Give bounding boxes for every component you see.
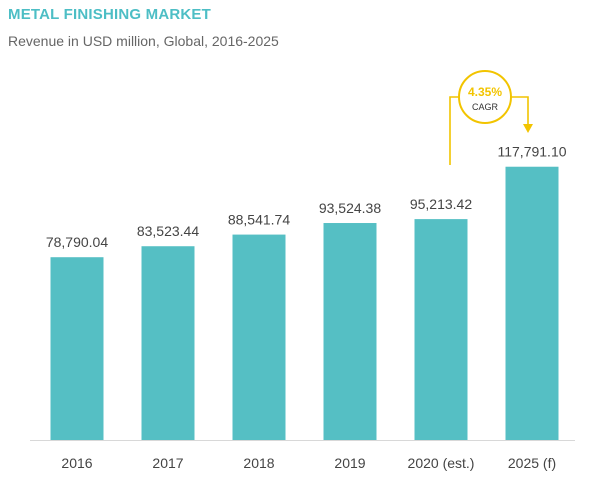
- cagr-label: CAGR: [472, 102, 499, 112]
- x-tick-labels-group: 2016 2017 2018 2019 2020 (est.) 2025 (f): [61, 455, 556, 471]
- bar-6: [505, 166, 559, 440]
- value-label-6: 117,791.10: [497, 144, 566, 160]
- bars-group: [50, 166, 559, 440]
- x-tick-label-2: 2017: [152, 455, 183, 471]
- bar-5: [414, 219, 468, 440]
- value-label-1: 78,790.04: [46, 234, 108, 250]
- cagr-annotation: 4.35% CAGR: [449, 70, 533, 165]
- chart-subtitle: Revenue in USD million, Global, 2016-202…: [8, 33, 279, 49]
- value-label-3: 88,541.74: [228, 212, 290, 228]
- cagr-connector-left: [449, 96, 459, 165]
- bar-1: [50, 257, 104, 440]
- cagr-connector-right: [511, 96, 529, 126]
- value-label-4: 93,524.38: [319, 200, 381, 216]
- value-labels-group: 78,790.04 83,523.44 88,541.74 93,524.38 95,2…: [46, 144, 567, 250]
- x-tick-label-3: 2018: [243, 455, 274, 471]
- value-label-2: 83,523.44: [137, 223, 199, 239]
- x-tick-label-1: 2016: [61, 455, 92, 471]
- cagr-arrowhead: [523, 124, 533, 133]
- bar-2: [141, 246, 195, 440]
- cagr-circle: [458, 70, 512, 124]
- cagr-value: 4.35%: [468, 85, 502, 99]
- chart-title: METAL FINISHING MARKET: [8, 6, 212, 23]
- x-tick-label-5: 2020 (est.): [408, 455, 475, 471]
- bar-4: [323, 223, 377, 440]
- value-label-5: 95,213.42: [410, 196, 472, 212]
- x-tick-label-6: 2025 (f): [508, 455, 556, 471]
- bar-3: [232, 234, 286, 440]
- x-tick-label-4: 2019: [334, 455, 365, 471]
